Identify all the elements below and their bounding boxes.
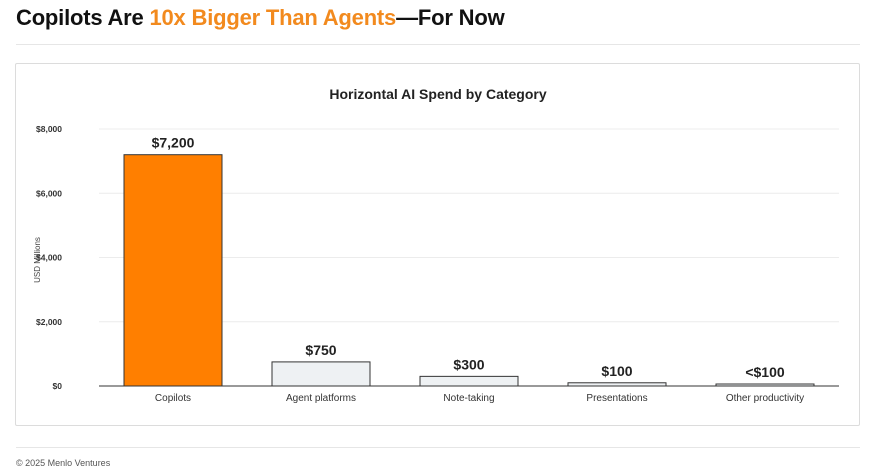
page-headline: Copilots Are 10x Bigger Than Agents—For … bbox=[16, 5, 505, 31]
chart-title: Horizontal AI Spend by Category bbox=[329, 86, 546, 102]
copyright-footer: © 2025 Menlo Ventures bbox=[16, 458, 111, 468]
bar-copilots bbox=[123, 154, 223, 387]
y-axis-label: USD Millions bbox=[33, 237, 42, 283]
bar-chart: Horizontal AI Spend by Category USD Mill… bbox=[33, 86, 839, 404]
x-tick-label: Note-taking bbox=[443, 393, 494, 404]
data-label: $7,200 bbox=[152, 135, 195, 151]
data-label: $750 bbox=[305, 342, 336, 358]
data-labels: $7,200 $750 $300 $100 <$100 bbox=[152, 135, 785, 380]
headline-accent: 10x Bigger Than Agents bbox=[149, 5, 397, 30]
headline-part-2: —For Now bbox=[396, 5, 505, 30]
x-tick-label: Presentations bbox=[586, 393, 647, 404]
chart-panel: Horizontal AI Spend by Category USD Mill… bbox=[15, 63, 860, 426]
y-axis-ticks: $0 $2,000 $4,000 $6,000 $8,000 bbox=[36, 124, 62, 391]
bar-agent-platforms bbox=[271, 361, 371, 387]
bottom-divider bbox=[16, 447, 860, 448]
x-tick-label: Agent platforms bbox=[286, 393, 356, 404]
bars bbox=[123, 154, 815, 387]
bar-note-taking bbox=[419, 375, 519, 387]
y-tick-label: $0 bbox=[53, 381, 63, 391]
y-tick-label: $6,000 bbox=[36, 188, 62, 198]
top-divider bbox=[16, 44, 860, 45]
y-tick-label: $8,000 bbox=[36, 124, 62, 134]
y-tick-label: $2,000 bbox=[36, 317, 62, 327]
y-tick-label: $4,000 bbox=[36, 253, 62, 263]
data-label: $300 bbox=[453, 356, 484, 372]
x-tick-label: Copilots bbox=[155, 393, 191, 404]
data-label: <$100 bbox=[745, 364, 785, 380]
headline-part-1: Copilots Are bbox=[16, 5, 150, 30]
data-label: $100 bbox=[601, 363, 632, 379]
x-axis-ticks: Copilots Agent platforms Note-taking Presen… bbox=[155, 393, 804, 404]
x-tick-label: Other productivity bbox=[726, 393, 804, 404]
